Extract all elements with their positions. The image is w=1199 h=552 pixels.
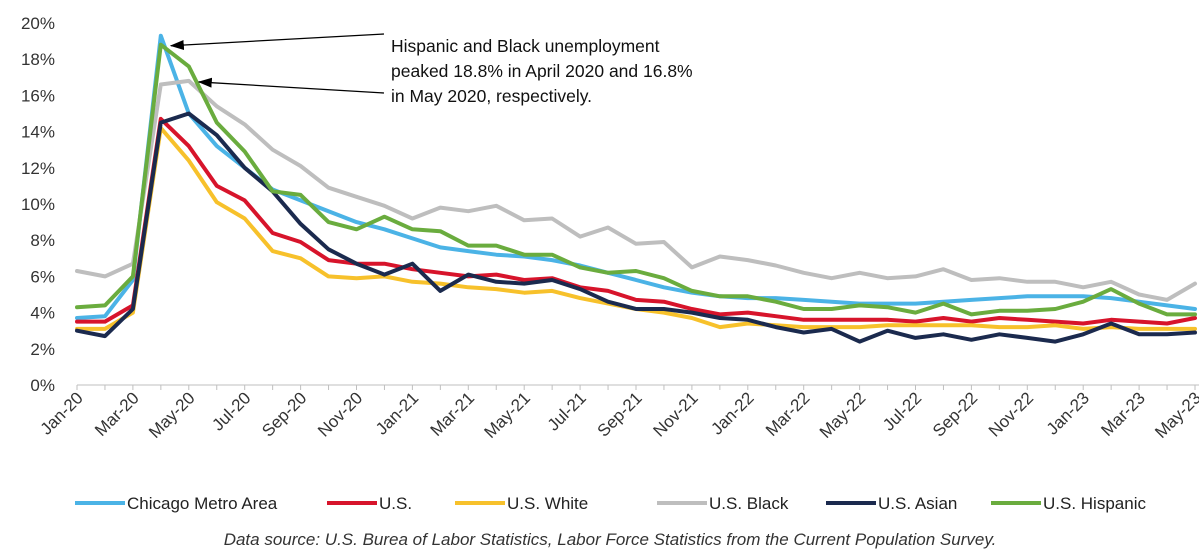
legend-label-u-s: U.S. (379, 494, 412, 513)
x-tick-label: Nov-20 (314, 388, 366, 440)
x-tick-label: Sep-21 (594, 388, 646, 440)
series-line-u-s-black (75, 78, 1197, 302)
y-tick-label: 6% (30, 267, 55, 286)
x-tick-label: Jan-22 (707, 388, 757, 438)
annotation-line: in May 2020, respectively. (391, 86, 592, 106)
x-tick-label: Jan-23 (1043, 388, 1093, 438)
x-tick-label: Mar-23 (1097, 388, 1149, 440)
x-tick-label: May-20 (145, 388, 199, 442)
y-tick-label: 4% (30, 304, 55, 323)
legend-label-u-s-asian: U.S. Asian (878, 494, 957, 513)
annotation-arrow (197, 77, 385, 94)
x-axis: Jan-20 Mar-20 May-20 Jul-20 Sep-20 Nov-20 Jan-… (37, 384, 1199, 442)
y-tick-label: 2% (30, 340, 55, 359)
x-tick-label: Sep-20 (258, 388, 310, 440)
series-line-u-s (75, 116, 1197, 326)
x-tick-label: Sep-22 (929, 388, 981, 440)
x-tick-label: Jul-22 (879, 388, 925, 434)
x-tick-label: Nov-22 (985, 388, 1037, 440)
legend-label-u-s-white: U.S. White (507, 494, 588, 513)
y-tick-label: 20% (21, 14, 55, 33)
series-layer (75, 33, 1197, 344)
y-tick-label: 14% (21, 123, 55, 142)
x-tick-label: Nov-21 (650, 388, 702, 440)
legend: Chicago Metro Area U.S. U.S. White U.S. Bla… (75, 494, 1146, 513)
y-tick-label: 10% (21, 195, 55, 214)
x-tick-label: May-21 (481, 388, 535, 442)
x-tick-label: Mar-20 (91, 388, 143, 440)
annotation: Hispanic and Black unemployment peaked 18… (169, 33, 693, 106)
x-tick-label: Jul-21 (544, 388, 590, 434)
x-tick-label: May-23 (1151, 388, 1199, 442)
annotation-arrow (169, 33, 385, 50)
x-tick-label: Jan-21 (372, 388, 422, 438)
y-tick-label: 12% (21, 159, 55, 178)
x-tick-label: Mar-21 (427, 388, 479, 440)
annotation-line: peaked 18.8% in April 2020 and 16.8% (391, 61, 693, 81)
legend-label-u-s-hispanic: U.S. Hispanic (1043, 494, 1146, 513)
y-axis: 0% 2% 4% 6% 8% 10% 12% 14% 16% 18% 20% (21, 14, 55, 395)
x-tick-label: Mar-22 (762, 388, 814, 440)
series-line-u-s-asian (75, 111, 1197, 344)
source-note: Data source: U.S. Burea of Labor Statist… (224, 530, 997, 549)
y-tick-label: 8% (30, 231, 55, 250)
legend-label-u-s-black: U.S. Black (709, 494, 789, 513)
series-line-u-s-hispanic (75, 42, 1197, 317)
x-tick-label: Jan-20 (37, 388, 87, 438)
y-tick-label: 16% (21, 86, 55, 105)
x-tick-label: May-22 (816, 388, 870, 442)
x-tick-label: Jul-20 (208, 388, 254, 434)
y-tick-label: 18% (21, 50, 55, 69)
y-tick-label: 0% (30, 376, 55, 395)
annotation-line: Hispanic and Black unemployment (391, 36, 660, 56)
legend-label-chicago-metro-area: Chicago Metro Area (127, 494, 278, 513)
